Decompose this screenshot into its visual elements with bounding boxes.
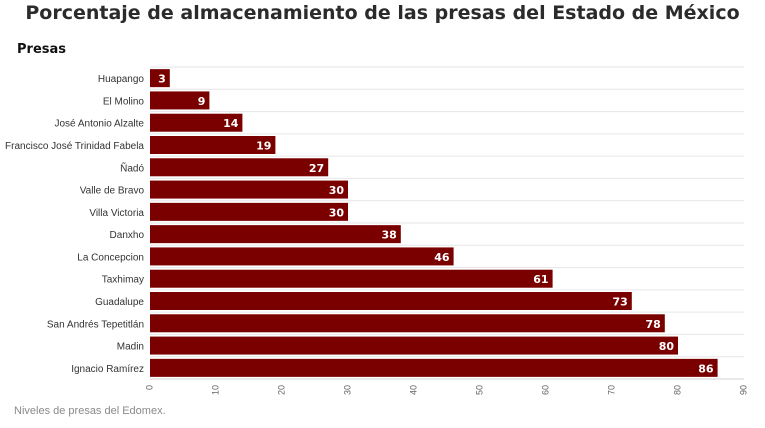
- bar: [150, 269, 553, 288]
- bar: [150, 91, 210, 110]
- data-label: 86: [698, 362, 714, 375]
- data-label: 30: [329, 206, 345, 219]
- data-label: 46: [434, 251, 450, 264]
- chart-title: Porcentaje de almacenamiento de las pres…: [25, 2, 740, 24]
- data-label: 3: [158, 73, 166, 86]
- category-label: Huapango: [98, 74, 145, 85]
- data-label: 78: [645, 318, 660, 331]
- data-label: 38: [381, 229, 396, 242]
- x-tick-label: 40: [408, 385, 418, 395]
- bar: [150, 158, 329, 177]
- data-label: 27: [309, 162, 324, 175]
- category-label: Ñadó: [120, 161, 144, 174]
- category-label: Villa Victoria: [89, 208, 144, 219]
- x-tick-label: 60: [540, 385, 550, 395]
- data-label: 14: [223, 117, 239, 130]
- category-label: Guadalupe: [95, 297, 144, 308]
- data-label: 73: [612, 296, 627, 309]
- bar: [150, 69, 170, 88]
- x-tick-label: 30: [342, 385, 352, 395]
- bar: [150, 180, 348, 199]
- category-label: Valle de Bravo: [80, 186, 145, 197]
- bar: [150, 113, 243, 132]
- x-tick-label: 80: [672, 385, 682, 395]
- bar: [150, 336, 678, 355]
- bar: [150, 225, 401, 244]
- bar: [150, 358, 718, 377]
- category-label: Ignacio Ramírez: [71, 364, 144, 375]
- data-label: 9: [198, 95, 206, 108]
- bar: [150, 202, 348, 221]
- data-label: 19: [256, 140, 271, 153]
- data-label: 61: [533, 273, 548, 286]
- x-tick-label: 90: [738, 385, 748, 395]
- category-label: Francisco José Trinidad Fabela: [5, 141, 144, 152]
- x-tick-label: 70: [606, 385, 616, 395]
- category-label: José Antonio Alzalte: [54, 119, 144, 130]
- chart-caption: Niveles de presas del Edomex.: [14, 405, 166, 417]
- bar: [150, 247, 454, 266]
- x-tick-label: 10: [210, 385, 220, 395]
- category-label: El Molino: [103, 96, 145, 107]
- category-label: San Andrés Tepetitlán: [47, 319, 144, 330]
- x-tick-label: 50: [474, 385, 484, 395]
- x-tick-label: 20: [276, 385, 286, 395]
- x-tick-label: 0: [144, 385, 154, 390]
- y-axis-title: Presas: [17, 42, 67, 57]
- bar: [150, 314, 665, 333]
- bar: [150, 292, 632, 310]
- data-label: 30: [329, 184, 345, 197]
- category-label: La Concepcion: [77, 252, 144, 263]
- category-label: Taxhimay: [102, 275, 144, 286]
- category-label: Danxho: [110, 230, 145, 241]
- bar: [150, 136, 276, 154]
- category-label: Madin: [117, 342, 144, 353]
- data-label: 80: [659, 340, 675, 353]
